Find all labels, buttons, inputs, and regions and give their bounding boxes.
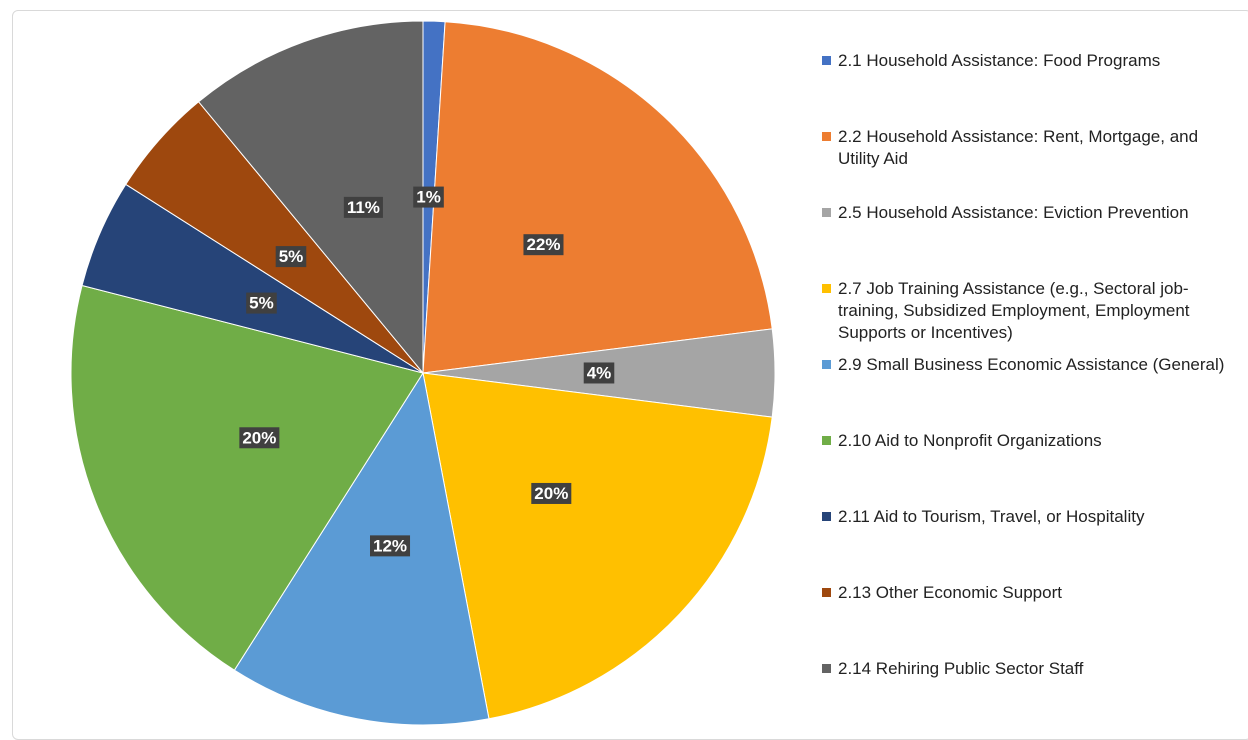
legend-label: 2.14 Rehiring Public Sector Staff [838,659,1084,678]
legend-label: 2.9 Small Business Economic Assistance (… [838,355,1225,374]
data-label: 22% [523,234,564,256]
legend-label: 2.1 Household Assistance: Food Programs [838,51,1161,70]
data-label-box [370,535,411,557]
data-label-box [246,292,277,314]
data-label: 12% [370,535,411,557]
data-label: 20% [239,427,280,449]
data-label: 20% [531,482,572,504]
data-label-text: 20% [534,484,568,503]
data-label: 5% [246,292,277,314]
legend-swatch [822,436,831,445]
chart: 1% 22% 4% 20% 12% 20% 5% 5% 11% [70,20,776,726]
pie-slice [233,371,490,726]
data-label-text: 11% [347,198,380,217]
data-label: 11% [343,196,383,218]
data-label: 4% [583,362,615,384]
legend-swatch [822,208,831,217]
data-label-box [413,186,444,208]
legend-swatch [822,512,831,521]
data-label-text: 5% [249,294,274,313]
data-label: 1% [413,186,444,208]
legend-swatch [822,132,831,141]
data-label-box [343,196,383,218]
data-label-text: 4% [587,363,612,382]
data-label-text: 22% [526,235,560,254]
data-label-box [239,427,280,449]
data-label-text: 1% [416,188,441,207]
pie-slice [422,21,773,374]
legend-swatch [822,588,831,597]
pie-slice [70,284,424,671]
legend-label: 2.10 Aid to Nonprofit Organizations [838,431,1102,450]
legend-swatch [822,56,831,65]
legend-swatch [822,664,831,673]
legend-label: 2.7 Job Training Assistance (e.g., Secto… [838,279,1190,342]
data-label-text: 12% [373,536,407,555]
pie-slice [197,20,424,375]
legend-label: 2.5 Household Assistance: Eviction Preve… [838,203,1189,222]
data-label-box [523,234,564,256]
data-label-box [583,362,615,384]
data-label-box [531,482,572,504]
data-label-box [275,246,307,268]
data-label: 5% [275,246,307,268]
legend-swatch [822,284,831,293]
legend-label: 2.2 Household Assistance: Rent, Mortgage… [838,127,1199,168]
legend-label: 2.11 Aid to Tourism, Travel, or Hospital… [838,507,1145,526]
legend-label: 2.13 Other Economic Support [838,583,1062,602]
legend-swatch [822,360,831,369]
data-label-text: 5% [279,247,304,266]
data-label-text: 20% [242,428,276,447]
pie-slice [422,372,773,720]
